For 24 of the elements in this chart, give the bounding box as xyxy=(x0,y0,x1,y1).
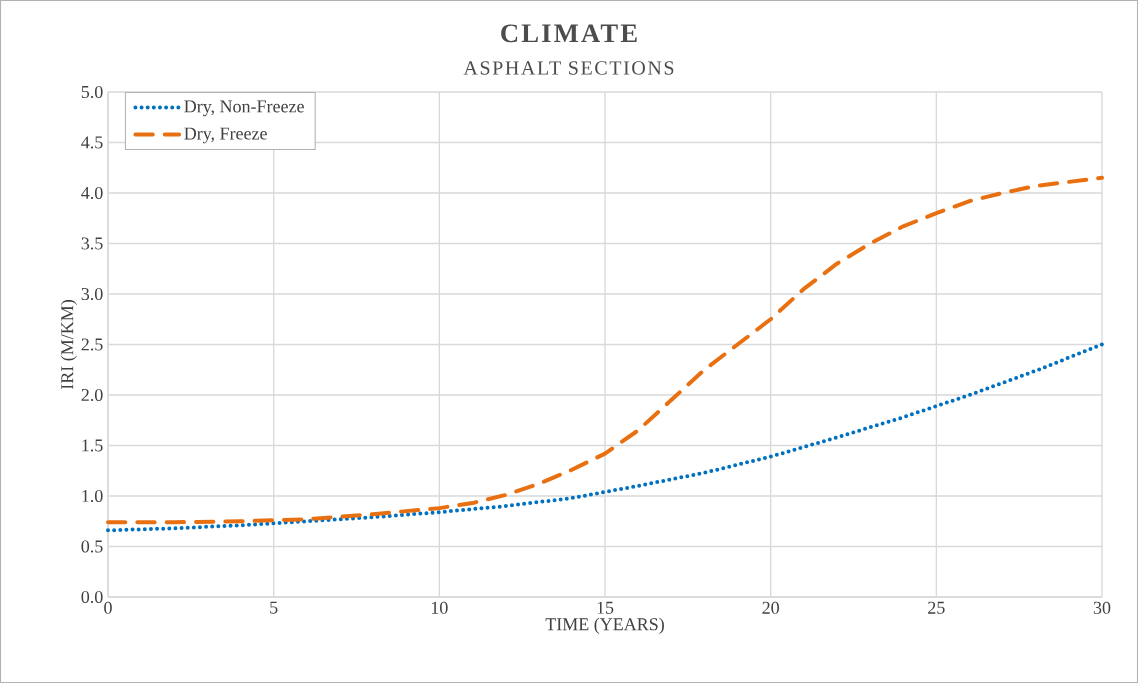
y-tick-label: 3.0 xyxy=(81,287,103,301)
legend-label: Dry, Non-Freeze xyxy=(184,100,304,117)
y-tick-label: 4.5 xyxy=(81,136,103,149)
y-axis-title: IRI (M/KM) xyxy=(60,300,77,390)
y-tick-label: 0.0 xyxy=(81,590,103,604)
y-tick-label: 4.0 xyxy=(81,186,103,200)
x-tick-label: 10 xyxy=(431,601,448,614)
x-axis-title: TIME (YEARS) xyxy=(545,617,664,634)
x-tick-label: 0 xyxy=(104,601,112,614)
y-tick-label: 2.5 xyxy=(81,338,103,351)
x-tick-label: 30 xyxy=(1093,601,1111,614)
y-tick-label: 5.0 xyxy=(81,85,103,99)
y-tick-label: 1.5 xyxy=(82,439,103,452)
x-tick-label: 20 xyxy=(762,601,779,614)
legend-label: Dry, Freeze xyxy=(184,127,267,144)
y-tick-label: 2.0 xyxy=(81,388,103,402)
x-tick-label: 25 xyxy=(928,601,945,614)
x-tick-label: 5 xyxy=(270,601,278,614)
y-tick-label: 3.5 xyxy=(81,237,103,250)
x-tick-label: 15 xyxy=(597,601,614,614)
chart-title: CLIMATE xyxy=(501,24,637,43)
y-tick-label: 0.5 xyxy=(81,540,103,553)
chart-subtitle: ASPHALT SECTIONS xyxy=(463,61,674,75)
y-tick-label: 1.0 xyxy=(82,489,103,503)
